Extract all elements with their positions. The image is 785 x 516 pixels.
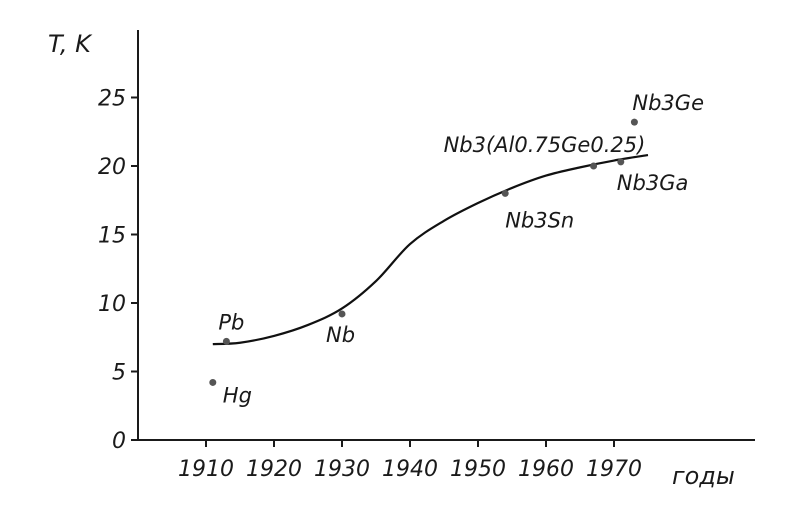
trend-curve — [212, 153, 649, 346]
y-tick-label: 20 — [98, 155, 126, 180]
point-label-hg: Hg — [223, 383, 252, 407]
point-hg — [209, 378, 217, 386]
y-tick-label: 10 — [98, 292, 126, 317]
x-tick-label: 1930 — [314, 457, 370, 482]
y-tick-label: 5 — [112, 361, 126, 386]
point-nb — [338, 310, 346, 318]
point-nb3ga — [617, 158, 625, 166]
x-tick-label: 1960 — [518, 457, 574, 482]
point-nb3ge — [630, 118, 638, 126]
point-nb3-al0-75ge0-25 — [590, 162, 598, 170]
x-axis-title: годы — [672, 462, 735, 490]
point-label-nb: Nb — [326, 323, 355, 347]
y-tick-label: 15 — [98, 224, 126, 249]
trend — [212, 153, 649, 346]
points: Hg Pb Nb Nb3Sn Nb3(Al0.75Ge0.25) Nb3Ga Nb3Ge — [209, 91, 704, 407]
point-pb — [222, 337, 230, 345]
x-tick-label: 1920 — [246, 457, 302, 482]
y-tick-label: 0 — [112, 429, 126, 454]
point-label-nb3-al0-75ge0-25: Nb3(Al0.75Ge0.25) — [444, 133, 646, 157]
x-ticks: 1910 1920 1930 1940 1950 1960 1970 — [178, 440, 642, 482]
y-tick-label: 25 — [98, 87, 126, 112]
y-ticks: 0 5 10 15 20 25 — [98, 87, 138, 454]
x-tick-label: 1940 — [382, 457, 438, 482]
x-tick-label: 1950 — [450, 457, 506, 482]
point-label-nb3sn: Nb3Sn — [505, 208, 574, 232]
point-label-pb: Pb — [218, 310, 244, 334]
point-nb3sn — [501, 189, 509, 197]
y-axis-title: T, K — [48, 30, 93, 58]
point-label-nb3ga: Nb3Ga — [617, 171, 689, 195]
point-label-nb3ge: Nb3Ge — [632, 91, 704, 115]
x-tick-label: 1970 — [586, 457, 642, 482]
x-tick-label: 1910 — [178, 457, 234, 482]
